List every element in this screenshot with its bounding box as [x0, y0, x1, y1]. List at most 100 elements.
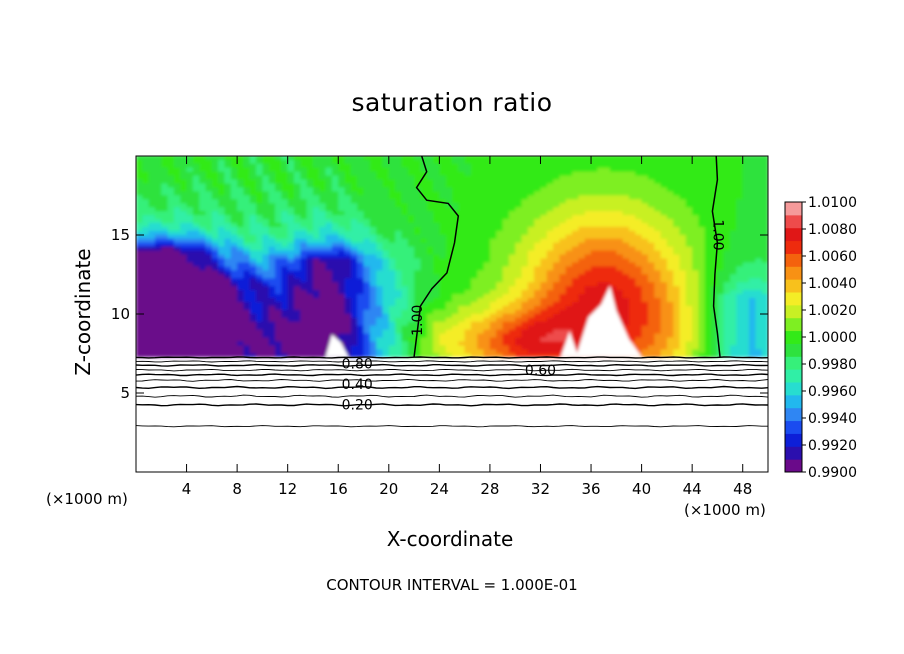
field-cell	[224, 156, 232, 160]
field-cell	[376, 186, 384, 192]
field-cell	[483, 321, 491, 326]
field-cell	[218, 174, 226, 180]
field-cell	[211, 156, 219, 160]
field-cell	[742, 230, 750, 235]
field-cell	[559, 297, 567, 302]
field-cell	[180, 301, 188, 306]
field-cell	[388, 281, 396, 287]
field-cell	[211, 273, 219, 279]
field-cell	[470, 210, 478, 216]
field-cell	[572, 194, 579, 200]
field-cell	[382, 265, 390, 271]
field-cell	[730, 352, 737, 358]
field-cell	[319, 190, 327, 196]
field-cell	[426, 313, 434, 318]
field-cell	[717, 297, 725, 302]
field-cell	[199, 222, 207, 227]
field-cell	[534, 222, 542, 227]
field-cell	[742, 163, 750, 168]
field-cell	[325, 174, 333, 180]
field-cell	[521, 246, 529, 251]
field-cell	[584, 190, 592, 196]
field-cell	[268, 214, 276, 220]
field-cell	[559, 156, 567, 160]
field-cell	[736, 230, 744, 235]
field-cell	[294, 309, 301, 314]
field-cell	[382, 321, 390, 326]
field-cell	[458, 182, 466, 188]
field-cell	[483, 261, 491, 267]
field-cell	[616, 273, 624, 279]
field-cell	[660, 285, 668, 291]
field-cell	[452, 273, 459, 279]
field-cell	[578, 190, 586, 196]
field-cell	[553, 206, 561, 212]
field-cell	[622, 313, 630, 318]
field-cell	[572, 277, 579, 283]
field-cell	[452, 159, 459, 164]
field-cell	[489, 226, 497, 231]
field-cell	[458, 186, 466, 192]
field-cell	[369, 257, 377, 263]
field-cell	[192, 297, 200, 302]
field-cell	[515, 171, 523, 176]
field-cell	[717, 281, 725, 287]
field-cell	[268, 194, 276, 200]
field-cell	[237, 329, 245, 334]
field-cell	[426, 206, 434, 212]
field-cell	[508, 167, 516, 172]
field-cell	[199, 242, 207, 247]
field-cell	[433, 206, 440, 212]
field-cell	[736, 273, 744, 279]
field-cell	[704, 301, 712, 306]
field-cell	[275, 340, 282, 346]
field-cell	[382, 246, 390, 251]
field-cell	[256, 313, 263, 318]
field-cell	[294, 257, 301, 263]
field-cell	[464, 340, 472, 346]
field-cell	[584, 261, 592, 267]
field-cell	[433, 234, 440, 239]
field-cell	[186, 344, 194, 350]
field-cell	[344, 159, 352, 164]
field-cell	[717, 309, 725, 314]
field-cell	[527, 265, 535, 271]
field-cell	[622, 198, 630, 204]
field-cell	[452, 250, 459, 255]
field-cell	[376, 156, 384, 160]
field-cell	[521, 198, 529, 204]
field-cell	[628, 289, 636, 295]
field-cell	[281, 222, 289, 227]
field-cell	[445, 182, 453, 188]
field-cell	[546, 277, 554, 283]
field-cell	[142, 269, 150, 275]
field-cell	[673, 309, 681, 314]
field-cell	[312, 317, 320, 322]
field-cell	[610, 242, 617, 247]
field-cell	[275, 348, 282, 354]
field-cell	[546, 178, 554, 184]
field-cell	[641, 163, 649, 168]
field-cell	[603, 171, 611, 176]
field-cell	[426, 253, 434, 259]
field-cell	[553, 289, 561, 295]
field-cell	[692, 210, 700, 216]
field-cell	[148, 238, 156, 243]
field-cell	[173, 293, 181, 299]
field-cell	[508, 234, 516, 239]
field-cell	[616, 190, 624, 196]
field-cell	[553, 285, 561, 291]
field-cell	[717, 194, 725, 200]
field-cell	[331, 253, 339, 259]
field-cell	[275, 156, 282, 160]
field-cell	[268, 313, 276, 318]
field-cell	[237, 198, 245, 204]
field-cell	[584, 281, 592, 287]
field-cell	[211, 329, 219, 334]
field-cell	[704, 265, 712, 271]
field-cell	[452, 336, 459, 342]
field-cell	[338, 156, 346, 160]
field-cell	[546, 309, 554, 314]
field-cell	[167, 309, 175, 314]
field-cell	[211, 317, 219, 322]
